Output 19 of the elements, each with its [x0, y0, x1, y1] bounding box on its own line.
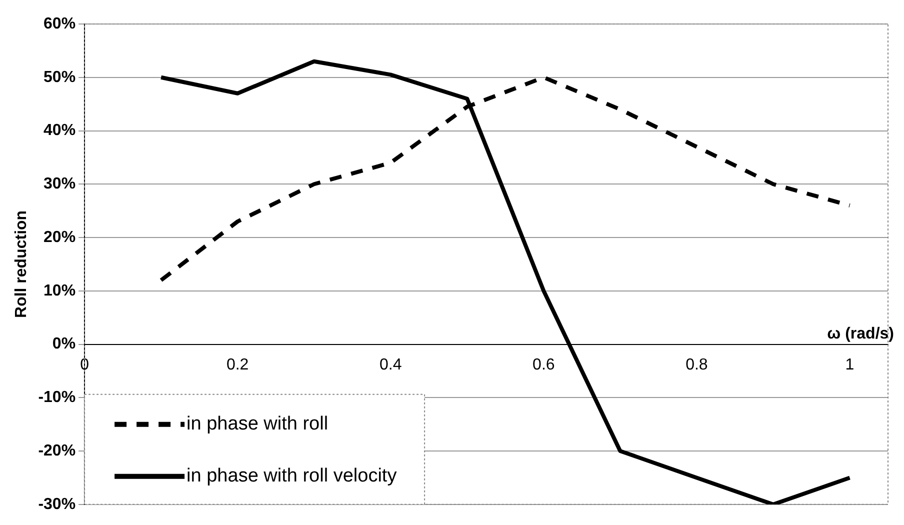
- y-tick-label: 50%: [44, 68, 76, 86]
- y-tick-label: -20%: [38, 442, 76, 460]
- legend-label: in phase with roll: [186, 414, 328, 435]
- y-axis-title: Roll reduction: [13, 210, 30, 318]
- x-tick-label: 0.8: [686, 356, 708, 374]
- y-tick-label: 40%: [44, 122, 76, 140]
- legend-label: in phase with roll velocity: [186, 466, 398, 487]
- y-tick-label: -30%: [38, 496, 76, 513]
- y-tick-label: 60%: [44, 15, 76, 32]
- y-tick-label: -10%: [38, 389, 76, 406]
- y-tick-label: 0%: [52, 336, 76, 353]
- x-tick-label: 1: [845, 356, 854, 374]
- x-tick-label: 0.4: [380, 356, 402, 374]
- x-axis-title: ω (rad/s): [827, 326, 894, 343]
- y-tick-label: 10%: [44, 282, 76, 300]
- y-tick-label: 20%: [44, 228, 76, 246]
- x-tick-label: 0.6: [532, 356, 555, 374]
- y-tick-label: 30%: [44, 176, 76, 193]
- x-tick-label: 0.2: [226, 356, 249, 374]
